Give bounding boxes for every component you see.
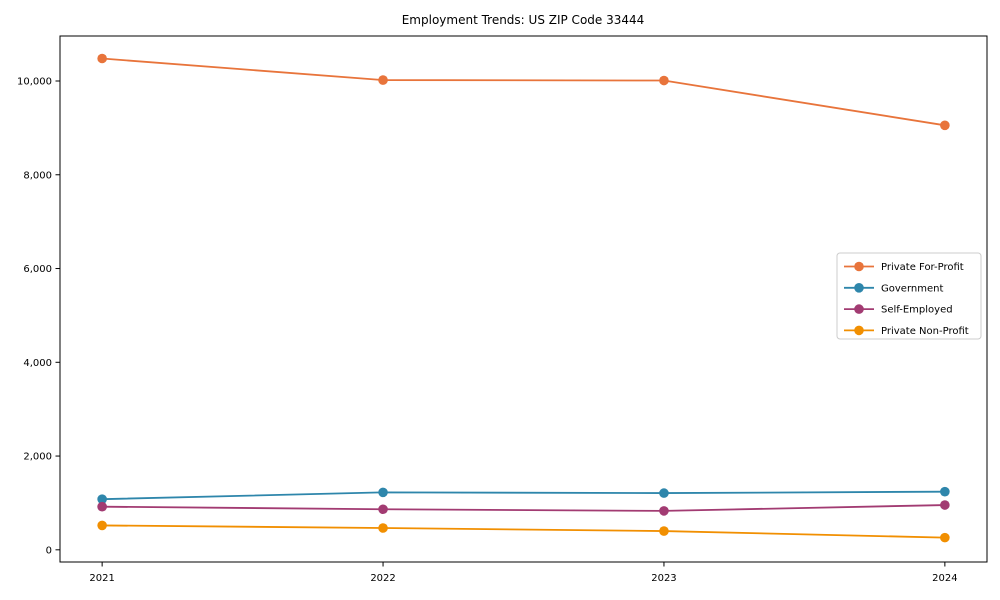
y-tick-label: 8,000 [23, 170, 52, 181]
x-tick-label: 2021 [89, 573, 114, 584]
series-line-self-employed [102, 504, 945, 512]
y-tick-label: 2,000 [23, 452, 52, 463]
data-point-private-non-profit [97, 520, 107, 531]
data-point-private-non-profit [378, 523, 388, 533]
legend-marker-icon [854, 283, 864, 293]
plot-frame [59, 35, 988, 563]
legend-label-private-non-profit: Private Non-Profit [881, 326, 969, 337]
data-point-self-employed [940, 500, 950, 510]
data-point-government [378, 487, 388, 498]
data-point-self-employed [97, 501, 107, 512]
legend-label-government: Government [881, 283, 943, 294]
y-tick-label: 10,000 [17, 77, 52, 88]
y-tick-label: 6,000 [23, 264, 52, 275]
series-line-private-for-profit [102, 57, 946, 127]
series-line-government [102, 490, 945, 501]
data-point-private-non-profit [659, 526, 669, 536]
legend-label-private-for-profit: Private For-Profit [881, 262, 964, 273]
data-point-self-employed [659, 506, 669, 516]
legend-marker-icon [854, 261, 864, 272]
data-point-private-for-profit [940, 120, 950, 131]
data-point-private-for-profit [97, 53, 107, 64]
x-tick-label: 2024 [932, 573, 957, 584]
chart-title: Employment Trends: US ZIP Code 33444 [402, 13, 645, 27]
data-point-private-non-profit [940, 532, 950, 543]
data-point-private-for-profit [378, 75, 388, 85]
series-line-private-non-profit [102, 524, 945, 539]
data-point-government [940, 486, 950, 497]
data-point-private-for-profit [659, 75, 669, 86]
x-tick-label: 2023 [651, 573, 676, 584]
data-point-government [97, 494, 107, 504]
legend-box [836, 252, 982, 340]
y-tick-label: 4,000 [23, 358, 52, 369]
data-point-self-employed [378, 504, 388, 515]
y-tick-label: 0 [46, 545, 52, 556]
legend-marker-icon [854, 325, 864, 336]
legend-label-self-employed: Self-Employed [881, 305, 953, 316]
legend-marker-icon [854, 304, 864, 314]
data-point-government [659, 488, 669, 498]
x-tick-label: 2022 [370, 573, 395, 584]
